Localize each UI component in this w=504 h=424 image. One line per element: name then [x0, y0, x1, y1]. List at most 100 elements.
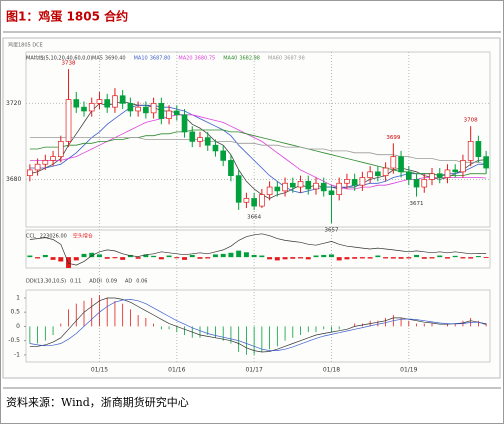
ccl-bar [274, 257, 280, 261]
ccl-bar [352, 257, 358, 259]
ccl-bar [205, 257, 211, 259]
candle-body [119, 95, 126, 104]
ccl-bar [120, 257, 126, 260]
candle-body [50, 156, 56, 161]
ccl-bar [414, 254, 420, 258]
candle-body [475, 141, 482, 157]
candle-body [181, 114, 188, 133]
legend-name: MA5 [92, 56, 103, 62]
legend-value: 3680.75 [195, 56, 216, 62]
candle-body [460, 160, 466, 173]
candle-body [243, 198, 250, 203]
ccl-bar [135, 257, 141, 259]
ccl-bar [344, 257, 350, 260]
candle-body [266, 186, 273, 196]
ccl-bar [367, 257, 373, 259]
legend-value: 0.11 [70, 279, 81, 285]
ccl-bar [460, 257, 466, 259]
annotation: 3699 [386, 135, 400, 141]
annotation: 3671 [410, 201, 424, 207]
y-tick-label: 0.5 [10, 309, 20, 316]
ccl-bar [96, 254, 102, 258]
candle-body [135, 106, 141, 112]
ccl-bar [328, 254, 334, 258]
ccl-bar [406, 257, 412, 259]
ccl-bar [143, 254, 149, 258]
y-tick-label: 3680 [6, 176, 21, 183]
ccl-bar [42, 254, 48, 258]
ccl-bar [112, 257, 118, 259]
ccl-bar [158, 257, 164, 260]
legend-value: 3687.80 [150, 56, 171, 62]
x-tick-label: 01/17 [245, 367, 262, 374]
ccl-bar [444, 257, 450, 259]
x-tick-label: 01/15 [91, 367, 108, 374]
legend-value: 3690.40 [105, 56, 126, 62]
candle-body [73, 99, 80, 108]
candle-body [297, 180, 304, 188]
ccl-bar [58, 257, 64, 262]
candle-body [328, 190, 335, 196]
legend-name: MA40 [223, 56, 237, 62]
candle-body [251, 198, 257, 207]
candle-body [289, 182, 296, 188]
candle-body [42, 160, 49, 165]
candle-body [320, 182, 327, 192]
x-tick-label: 01/19 [400, 367, 417, 374]
legend-name: DDI(13,30,10,5) [26, 279, 66, 285]
annotation: 3738 [62, 61, 76, 67]
candle-body [112, 95, 118, 108]
ccl-bar [359, 257, 365, 259]
candle-body [212, 144, 219, 152]
legend-prefix: MA均线(5,10,20,40,60,0,0) [26, 55, 92, 62]
ccl-bar [290, 257, 296, 259]
candle-body [375, 171, 381, 176]
candle-body [483, 156, 489, 169]
candle-body [173, 110, 180, 116]
candle-body [344, 179, 350, 184]
ccl-bar [27, 255, 33, 258]
candle-body [259, 194, 265, 207]
candle-body [88, 103, 95, 112]
legend-label: 空头增仓 [73, 233, 93, 240]
ccl-bar [220, 253, 226, 258]
legend-name: MA20 [178, 56, 192, 62]
panel [25, 51, 491, 228]
candle-body [336, 182, 343, 196]
candle-body [313, 182, 319, 190]
ccl-bar [259, 255, 265, 258]
candle-body [452, 169, 459, 173]
ccl-bar [437, 255, 443, 258]
ccl-bar [305, 257, 311, 260]
y-tick-label: 3720 [6, 100, 21, 107]
candle-body [166, 110, 172, 119]
chart-subtitle: 鸡蛋1805 DCE [8, 42, 43, 49]
ccl-bar [321, 254, 327, 258]
x-tick-label: 01/18 [323, 367, 340, 374]
ccl-bar [383, 257, 389, 259]
candle-body [96, 99, 103, 104]
candle-body [351, 179, 358, 186]
candle-body [359, 177, 366, 186]
legend-value: 223026.00 [40, 234, 67, 240]
candle-body [34, 163, 41, 171]
legend-value: 3687.98 [284, 56, 305, 62]
candle-body [57, 141, 64, 157]
ccl-bar [251, 254, 257, 258]
ccl-bar [104, 257, 110, 259]
ccl-bar [429, 257, 435, 259]
x-tick-label: 01/16 [168, 367, 185, 374]
annotation: 3708 [464, 118, 478, 124]
candle-body [104, 99, 111, 108]
candle-body [305, 180, 312, 190]
candle-body [421, 179, 428, 188]
ccl-bar [35, 257, 41, 259]
chart-frame [2, 37, 501, 379]
legend-value: 0.09 [106, 279, 117, 285]
ccl-bar [89, 252, 95, 258]
ccl-bar [182, 257, 188, 260]
ccl-bar [151, 255, 157, 258]
candle-body [282, 182, 288, 192]
candle-body [429, 173, 435, 180]
